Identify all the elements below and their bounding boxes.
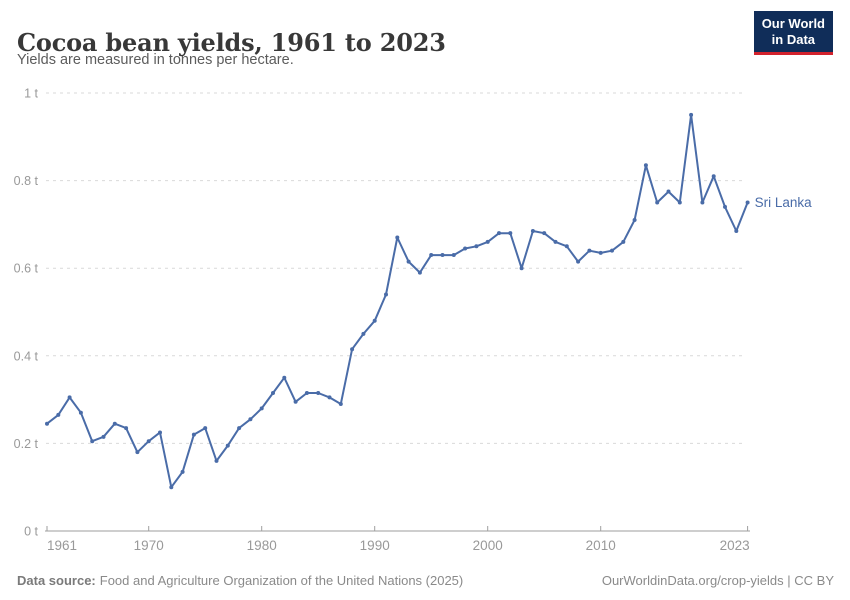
owid-logo-line2: in Data <box>771 31 816 47</box>
data-point[interactable] <box>78 410 83 415</box>
data-source-text: Food and Agriculture Organization of the… <box>99 573 464 588</box>
data-point[interactable] <box>293 399 298 404</box>
data-point[interactable] <box>271 391 275 396</box>
y-axis-tick-label: 1 t <box>24 87 38 101</box>
data-point[interactable] <box>101 434 106 439</box>
data-point[interactable] <box>237 426 242 431</box>
data-point[interactable] <box>553 239 558 244</box>
data-point[interactable] <box>508 231 513 236</box>
data-point[interactable] <box>643 163 648 168</box>
data-point[interactable] <box>203 426 208 431</box>
y-axis-tick-label: 0.6 t <box>14 262 39 276</box>
data-point[interactable] <box>56 412 61 417</box>
data-point[interactable] <box>158 430 162 435</box>
data-point[interactable] <box>225 443 230 448</box>
data-point[interactable] <box>711 174 716 179</box>
data-source-label: Data source: <box>17 573 96 588</box>
data-point[interactable] <box>485 239 490 244</box>
chart-subtitle: Yields are measured in tonnes per hectar… <box>17 52 294 68</box>
data-point[interactable] <box>361 331 366 336</box>
data-point[interactable] <box>632 218 637 223</box>
data-point[interactable] <box>576 259 581 264</box>
data-point[interactable] <box>429 253 434 258</box>
data-point[interactable] <box>497 231 501 236</box>
data-point[interactable] <box>214 458 219 463</box>
x-axis-tick-label: 1980 <box>247 538 277 553</box>
data-point[interactable] <box>112 421 117 426</box>
data-point[interactable] <box>406 259 411 264</box>
chart-footer: Data source: Food and Agriculture Organiz… <box>17 573 834 588</box>
owid-logo[interactable]: Our World in Data <box>753 11 833 55</box>
data-point[interactable] <box>146 439 151 444</box>
data-point[interactable] <box>169 485 174 490</box>
data-point[interactable] <box>417 270 422 275</box>
data-point[interactable] <box>282 375 287 380</box>
credit-link[interactable]: OurWorldinData.org/crop-yields | CC BY <box>601 573 834 588</box>
data-point[interactable] <box>135 450 140 455</box>
data-point[interactable] <box>689 112 694 117</box>
data-point[interactable] <box>372 318 377 323</box>
data-point[interactable] <box>180 469 185 474</box>
data-point[interactable] <box>655 200 660 205</box>
y-axis-tick-label: 0.2 t <box>14 437 39 451</box>
data-point[interactable] <box>474 244 479 249</box>
data-point[interactable] <box>259 406 264 411</box>
data-point[interactable] <box>564 244 569 249</box>
x-axis-tick-label: 1961 <box>47 538 77 553</box>
data-point[interactable] <box>338 401 343 406</box>
data-point[interactable] <box>530 228 535 233</box>
data-point[interactable] <box>587 248 592 253</box>
owid-logo-line1: Our World <box>761 16 825 31</box>
data-point[interactable] <box>451 253 456 258</box>
data-point[interactable] <box>463 246 468 251</box>
x-axis-tick-label: 2010 <box>586 538 616 553</box>
data-source: Data source: Food and Agriculture Organiz… <box>17 573 463 588</box>
data-point[interactable] <box>610 248 614 253</box>
data-point[interactable] <box>700 200 705 205</box>
x-axis-tick-label: 1990 <box>360 538 390 553</box>
data-point[interactable] <box>316 391 321 396</box>
data-point[interactable] <box>395 235 400 240</box>
x-axis-tick-label: 2023 <box>720 538 750 553</box>
page-title: Cocoa bean yields, 1961 to 2023 <box>17 28 446 58</box>
series-label[interactable]: Sri Lanka <box>755 195 813 210</box>
data-point[interactable] <box>677 200 682 205</box>
data-point[interactable] <box>90 439 95 444</box>
data-point[interactable] <box>734 228 739 233</box>
data-point[interactable] <box>191 432 196 437</box>
data-point[interactable] <box>124 426 129 431</box>
data-point[interactable] <box>519 266 524 271</box>
y-axis-tick-label: 0.8 t <box>14 174 39 188</box>
data-point[interactable] <box>350 347 355 352</box>
series-line[interactable] <box>46 113 749 489</box>
data-point[interactable] <box>666 189 671 194</box>
data-point[interactable] <box>598 250 603 255</box>
data-point[interactable] <box>723 204 727 209</box>
x-axis-tick-label: 2000 <box>473 538 503 553</box>
data-point[interactable] <box>621 239 626 244</box>
data-point[interactable] <box>67 395 72 400</box>
data-point[interactable] <box>542 231 547 236</box>
data-point[interactable] <box>304 391 309 396</box>
data-point[interactable] <box>327 395 332 400</box>
data-point[interactable] <box>745 200 750 205</box>
y-axis-tick-label: 0.4 t <box>14 349 39 363</box>
data-point[interactable] <box>248 417 253 422</box>
data-point[interactable] <box>384 292 388 297</box>
y-axis-tick-label: 0 t <box>24 525 38 539</box>
data-point[interactable] <box>45 421 49 426</box>
x-axis-tick-label: 1970 <box>134 538 164 553</box>
data-point[interactable] <box>440 253 445 258</box>
